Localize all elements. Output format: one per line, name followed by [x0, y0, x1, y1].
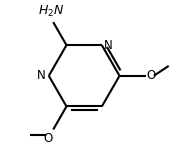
Text: O: O [147, 69, 156, 82]
Text: N: N [37, 69, 46, 82]
Text: O: O [43, 132, 52, 145]
Text: N: N [104, 39, 112, 52]
Text: $H_2N$: $H_2N$ [38, 4, 65, 19]
